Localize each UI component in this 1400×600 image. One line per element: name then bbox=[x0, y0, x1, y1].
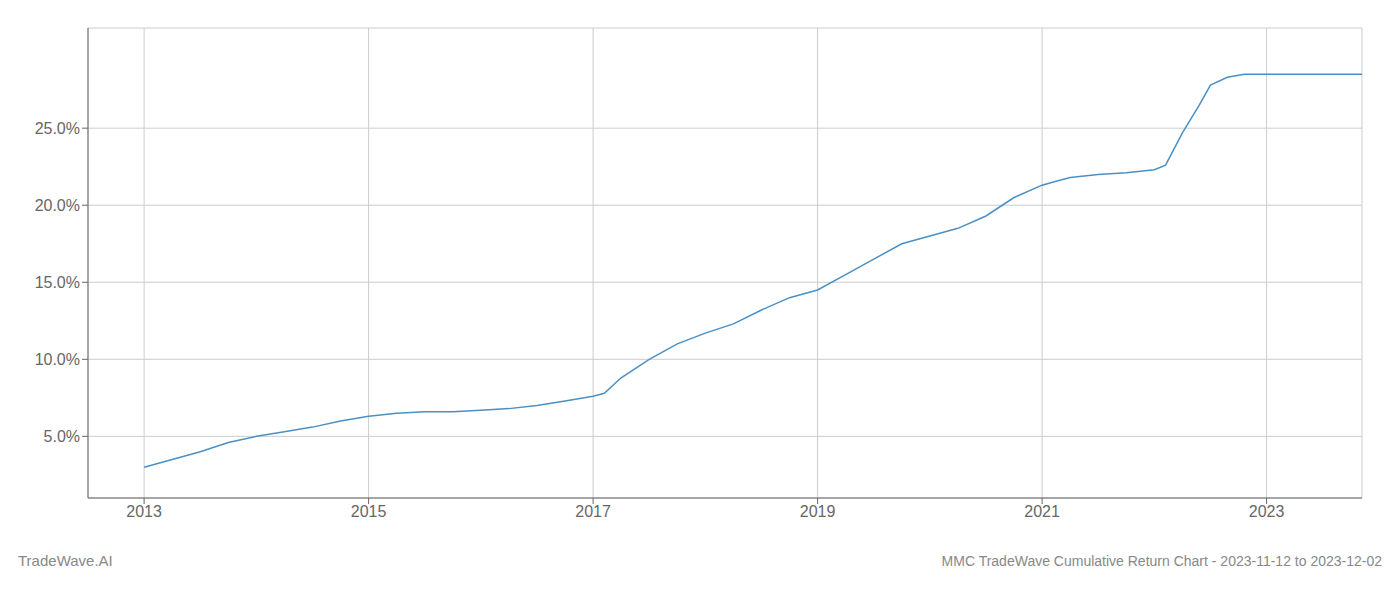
svg-text:10.0%: 10.0% bbox=[35, 351, 80, 368]
svg-text:2013: 2013 bbox=[126, 503, 162, 520]
svg-text:2015: 2015 bbox=[351, 503, 387, 520]
svg-text:5.0%: 5.0% bbox=[44, 428, 80, 445]
svg-text:15.0%: 15.0% bbox=[35, 274, 80, 291]
html-text:TradeWave.AI: TradeWave.AI bbox=[18, 552, 113, 569]
html-text:MMC TradeWave Cumulative Retur: MMC TradeWave Cumulative Return Chart - … bbox=[941, 553, 1382, 569]
svg-text:2021: 2021 bbox=[1024, 503, 1060, 520]
svg-text:2017: 2017 bbox=[575, 503, 611, 520]
svg-text:2019: 2019 bbox=[800, 503, 836, 520]
svg-text:2023: 2023 bbox=[1249, 503, 1285, 520]
svg-text:25.0%: 25.0% bbox=[35, 120, 80, 137]
svg-text:20.0%: 20.0% bbox=[35, 197, 80, 214]
